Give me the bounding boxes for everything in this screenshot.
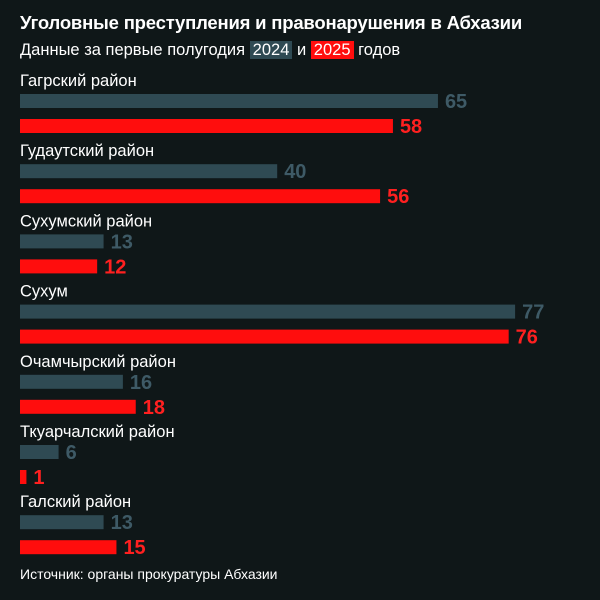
data-label-2024: 13	[111, 231, 133, 253]
data-label-2024: 6	[66, 442, 77, 464]
category-label: Ткуарчалский район	[20, 423, 175, 441]
subtitle-prefix: Данные за первые полугодия	[20, 41, 246, 59]
chart-subtitle: Данные за первые полугодия 2024 и 2025 г…	[20, 41, 400, 60]
category-label: Очамчырский район	[20, 353, 176, 371]
bar-2025	[20, 259, 98, 274]
category-label: Сухумский район	[20, 212, 152, 230]
bar-2025	[20, 470, 27, 484]
chart-title: Уголовные преступления и правонарушения …	[20, 12, 523, 33]
data-label-2025: 15	[123, 537, 145, 559]
data-label-2025: 76	[516, 327, 538, 349]
data-label-2025: 12	[104, 256, 126, 278]
bar-2025	[20, 540, 117, 555]
data-label-2025: 1	[33, 467, 44, 489]
category-label: Сухум	[20, 283, 68, 301]
bar-2025	[20, 399, 136, 414]
subtitle-conj: и	[296, 41, 307, 59]
bar-2024	[20, 164, 278, 179]
bar-2024	[20, 234, 104, 249]
bar-2024	[20, 445, 59, 459]
data-label-2024: 13	[111, 512, 133, 534]
data-label-2024: 40	[284, 161, 306, 183]
legend-2025: 2025	[310, 41, 354, 59]
bar-2025	[20, 189, 381, 204]
data-label-2024: 16	[130, 372, 152, 394]
subtitle-suffix: годов	[358, 41, 401, 59]
data-label-2025: 18	[143, 397, 165, 419]
data-label-2025: 58	[400, 116, 422, 138]
bar-2024	[20, 94, 438, 108]
data-label-2024: 65	[445, 91, 467, 113]
category-label: Галский район	[20, 493, 131, 511]
bar-2025	[20, 329, 509, 344]
bar-2024	[20, 374, 123, 389]
legend-2024: 2024	[249, 41, 293, 59]
bar-2024	[20, 304, 516, 319]
bar-2024	[20, 515, 104, 530]
data-label-2025: 56	[387, 186, 409, 208]
bar-2025	[20, 119, 393, 133]
category-label: Гагрский район	[20, 72, 137, 90]
source-note: Источник: органы прокуратуры Абхазии	[20, 566, 278, 582]
data-label-2024: 77	[522, 302, 544, 324]
category-label: Гудаутский район	[20, 142, 154, 160]
